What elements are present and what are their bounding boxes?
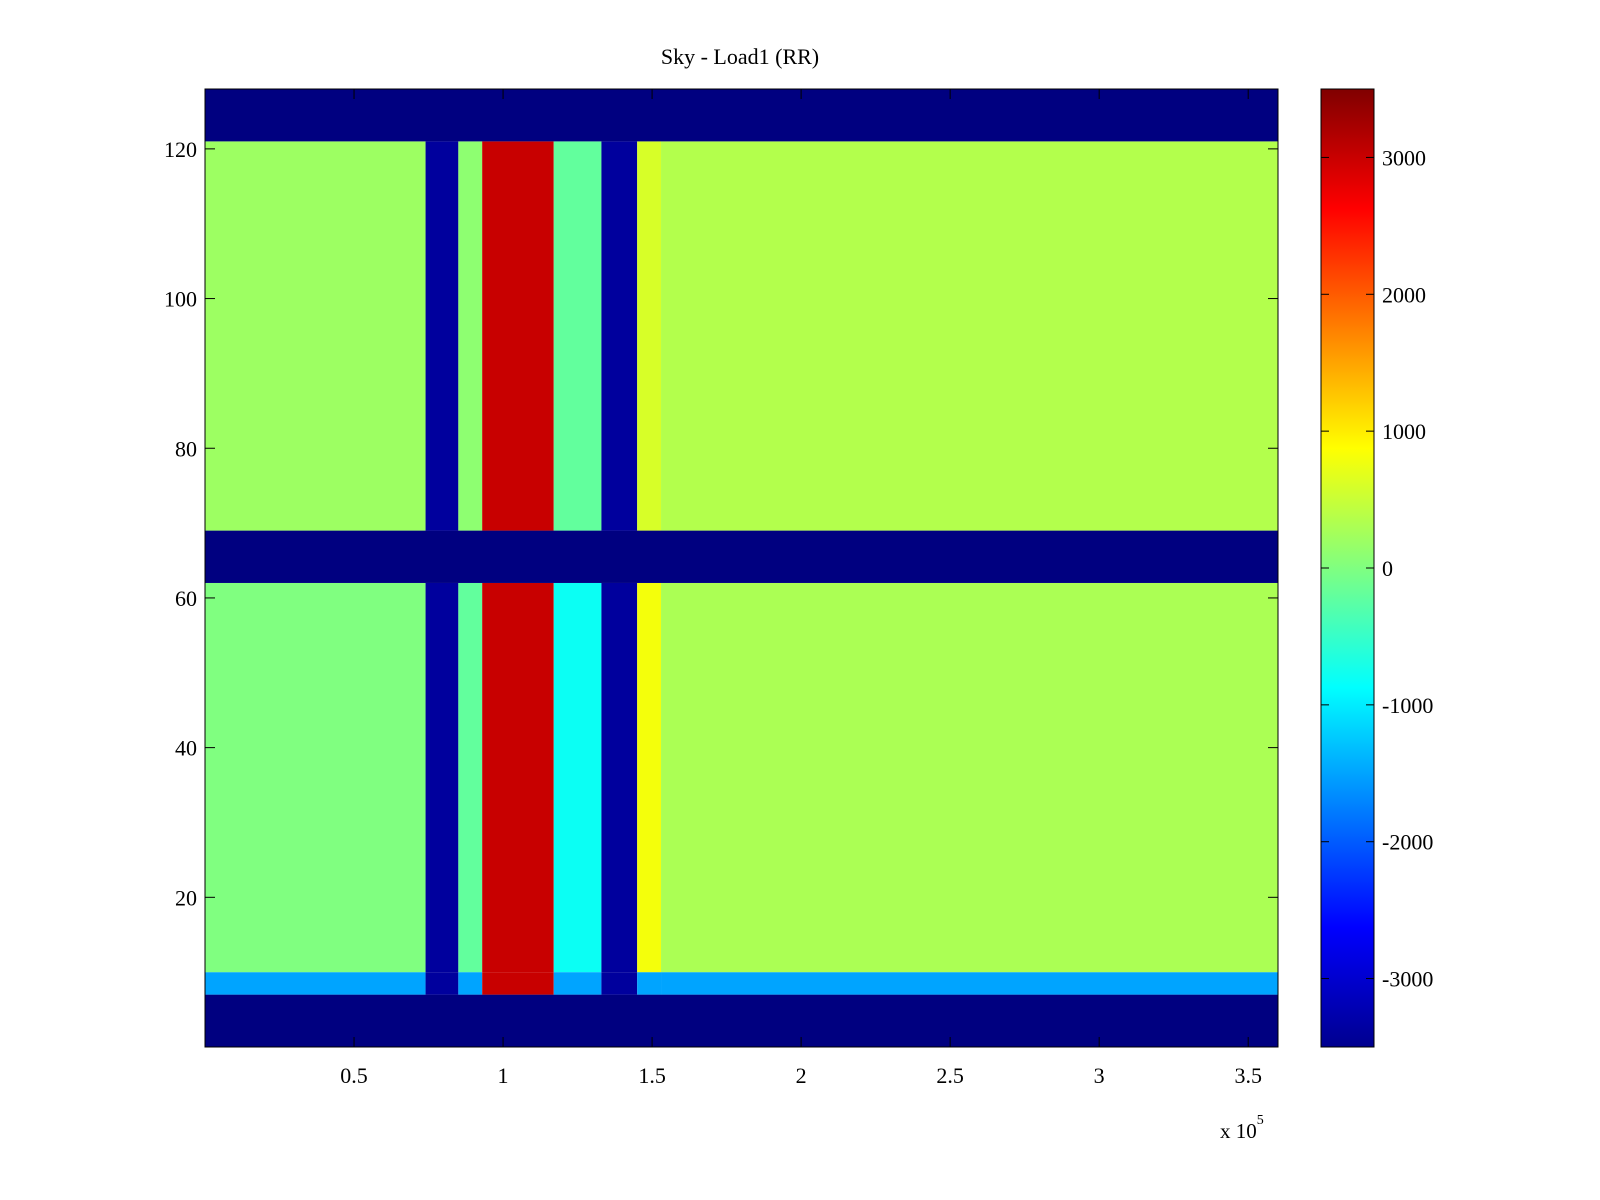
heatmap-cell — [205, 582, 426, 973]
y-tick-label: 100 — [164, 287, 197, 312]
chart-title: Sky - Load1 (RR) — [661, 44, 819, 69]
y-tick-label: 80 — [175, 436, 197, 461]
colorbar-tick-label: 1000 — [1382, 419, 1426, 444]
heatmap-cell — [458, 972, 483, 995]
x-tick-label: 3.5 — [1234, 1063, 1262, 1088]
heatmap-cell — [637, 141, 662, 531]
colorbar-tick-label: -3000 — [1382, 967, 1433, 992]
y-tick-label: 40 — [175, 736, 197, 761]
heatmap — [205, 89, 1278, 1047]
colorbar-tick-label: 0 — [1382, 556, 1393, 581]
heatmap-cell — [205, 141, 426, 531]
x-tick-label: 1 — [498, 1063, 509, 1088]
colorbar-tick-label: -1000 — [1382, 693, 1433, 718]
x-exponent-label: x 105 — [1220, 1113, 1264, 1143]
x-tick-label: 2 — [796, 1063, 807, 1088]
heatmap-cell — [601, 582, 638, 973]
heatmap-masked-band — [205, 530, 1278, 583]
heatmap-cell — [661, 582, 1278, 973]
x-tick-label: 3 — [1094, 1063, 1105, 1088]
heatmap-cell — [425, 582, 459, 973]
heatmap-cell — [553, 141, 602, 531]
heatmap-cell — [458, 582, 483, 973]
plot-frame — [204, 88, 1279, 1048]
heatmap-cell — [553, 582, 602, 973]
x-tick-label: 2.5 — [936, 1063, 964, 1088]
heatmap-masked-band — [205, 89, 1278, 142]
y-tick-label: 120 — [164, 137, 197, 162]
heatmap-cell — [661, 972, 1278, 995]
y-axis: 20 40 60 80 100 120 — [164, 137, 1278, 910]
heatmap-cell — [601, 972, 638, 995]
heatmap-cell — [482, 972, 554, 995]
heatmap-cell — [637, 582, 662, 973]
colorbar-tick-label: 2000 — [1382, 282, 1426, 307]
y-tick-label: 60 — [175, 586, 197, 611]
heatmap-cell — [458, 141, 483, 531]
heatmap-cell — [205, 972, 426, 995]
heatmap-cell — [482, 141, 554, 531]
heatmap-masked-band — [205, 994, 1278, 1047]
colorbar-axis: 3000 2000 1000 0 -1000 -2000 -3000 — [1321, 145, 1433, 992]
heatmap-cell — [553, 972, 602, 995]
heatmap-cell — [661, 141, 1278, 531]
heatmap-cell — [425, 141, 459, 531]
y-tick-label: 20 — [175, 885, 197, 910]
heatmap-cell — [637, 972, 662, 995]
heatmap-cell — [482, 582, 554, 973]
colorbar-tick-label: 3000 — [1382, 145, 1426, 170]
x-axis: 0.5 1 1.5 2 2.5 3 3.5 — [340, 89, 1262, 1088]
x-tick-label: 1.5 — [638, 1063, 666, 1088]
colorbar-tick-label: -2000 — [1382, 830, 1433, 855]
heatmap-cell — [601, 141, 638, 531]
x-tick-label: 0.5 — [340, 1063, 368, 1088]
heatmap-cell — [425, 972, 459, 995]
